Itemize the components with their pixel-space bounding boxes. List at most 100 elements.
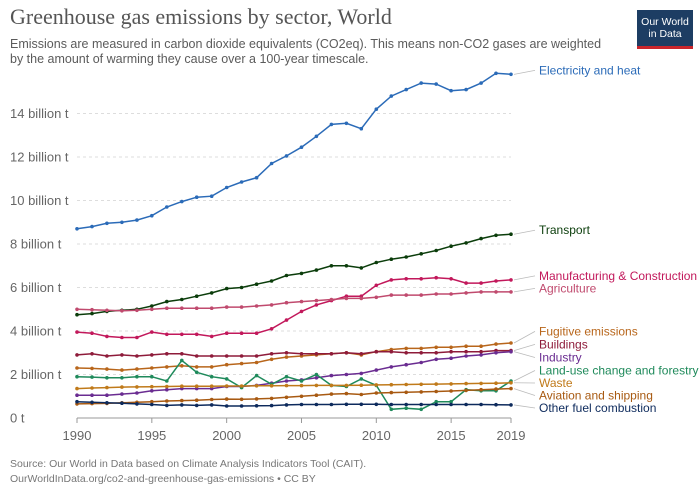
data-point — [135, 367, 139, 371]
data-point — [494, 233, 498, 238]
data-point — [120, 335, 124, 340]
data-point — [434, 82, 439, 86]
data-point — [419, 252, 424, 256]
data-point — [209, 334, 214, 339]
data-point — [479, 290, 483, 294]
data-point — [419, 360, 424, 365]
data-point — [464, 344, 468, 349]
data-point — [284, 273, 289, 278]
series-label: Other fuel combustion — [539, 401, 656, 415]
data-point — [90, 366, 94, 371]
x-tick-label: 2000 — [212, 428, 241, 443]
data-point — [449, 389, 453, 393]
data-point — [120, 368, 124, 372]
data-point — [434, 389, 439, 394]
y-tick-label: 6 billion t — [10, 280, 62, 295]
data-point — [150, 402, 154, 407]
data-point — [329, 264, 334, 268]
data-point — [494, 351, 498, 355]
data-point — [374, 402, 379, 407]
data-point — [314, 298, 319, 303]
data-point — [434, 292, 439, 296]
legend-connector — [513, 229, 536, 235]
data-point — [254, 282, 259, 287]
data-point — [105, 221, 109, 226]
data-point — [494, 71, 498, 76]
data-point — [194, 354, 199, 358]
data-point — [254, 404, 259, 408]
data-point — [194, 306, 199, 311]
data-point — [464, 87, 468, 92]
data-point — [165, 379, 169, 383]
data-point — [90, 311, 94, 316]
data-point — [165, 299, 169, 304]
data-point — [314, 402, 319, 407]
series-label: Land-use change and forestry — [539, 364, 698, 378]
data-point — [254, 331, 259, 336]
data-point — [284, 383, 289, 388]
data-point — [299, 309, 304, 314]
data-point — [359, 383, 364, 388]
data-point — [120, 220, 124, 225]
owid-logo[interactable]: Our World in Data — [637, 10, 693, 49]
data-point — [449, 356, 453, 361]
data-point — [449, 244, 453, 248]
data-point — [359, 402, 364, 407]
data-point — [449, 399, 453, 404]
data-point — [165, 387, 169, 392]
data-point — [359, 352, 364, 356]
legend-connector — [513, 344, 536, 351]
data-point — [434, 248, 439, 253]
data-point — [494, 342, 498, 346]
legend-connector — [513, 351, 536, 358]
data-point — [239, 331, 244, 336]
data-point — [180, 306, 184, 311]
data-point — [194, 403, 199, 408]
data-point — [165, 403, 169, 408]
series-line — [76, 291, 511, 312]
data-point — [449, 345, 453, 350]
data-point — [329, 352, 334, 356]
data-point — [389, 94, 394, 98]
data-point — [150, 384, 154, 389]
data-point — [209, 384, 214, 389]
legend-connector — [513, 388, 536, 396]
data-point — [194, 195, 199, 199]
y-tick-label: 10 billion t — [10, 193, 69, 208]
data-point — [239, 384, 244, 388]
data-point — [239, 361, 244, 366]
data-point — [509, 232, 513, 236]
data-point — [75, 399, 79, 404]
data-point — [180, 332, 184, 337]
data-point — [224, 404, 229, 408]
x-tick-label: 2005 — [287, 428, 316, 443]
data-point — [165, 352, 169, 356]
data-point — [404, 346, 409, 351]
x-tick-label: 2019 — [497, 428, 526, 443]
legend-connector — [513, 69, 536, 75]
data-point — [209, 354, 214, 358]
data-point — [90, 352, 94, 356]
data-point — [254, 397, 259, 401]
data-point — [509, 386, 513, 391]
data-point — [194, 332, 199, 337]
data-point — [479, 236, 483, 241]
data-point — [269, 357, 274, 362]
data-point — [284, 351, 289, 355]
data-point — [90, 375, 94, 379]
logo-line-2: in Data — [648, 28, 682, 40]
data-point — [329, 392, 334, 396]
data-point — [404, 390, 409, 395]
legend-connector — [513, 287, 536, 293]
data-point — [464, 381, 468, 386]
data-point — [105, 385, 109, 390]
data-point — [269, 403, 274, 408]
data-point — [135, 374, 139, 379]
x-tick-label: 1990 — [63, 428, 92, 443]
data-point — [344, 383, 349, 388]
source-link[interactable]: OurWorldInData.org/co2-and-greenhouse-ga… — [10, 473, 316, 485]
data-point — [374, 383, 379, 387]
data-point — [374, 295, 379, 300]
data-point — [239, 305, 244, 309]
data-point — [404, 402, 409, 407]
